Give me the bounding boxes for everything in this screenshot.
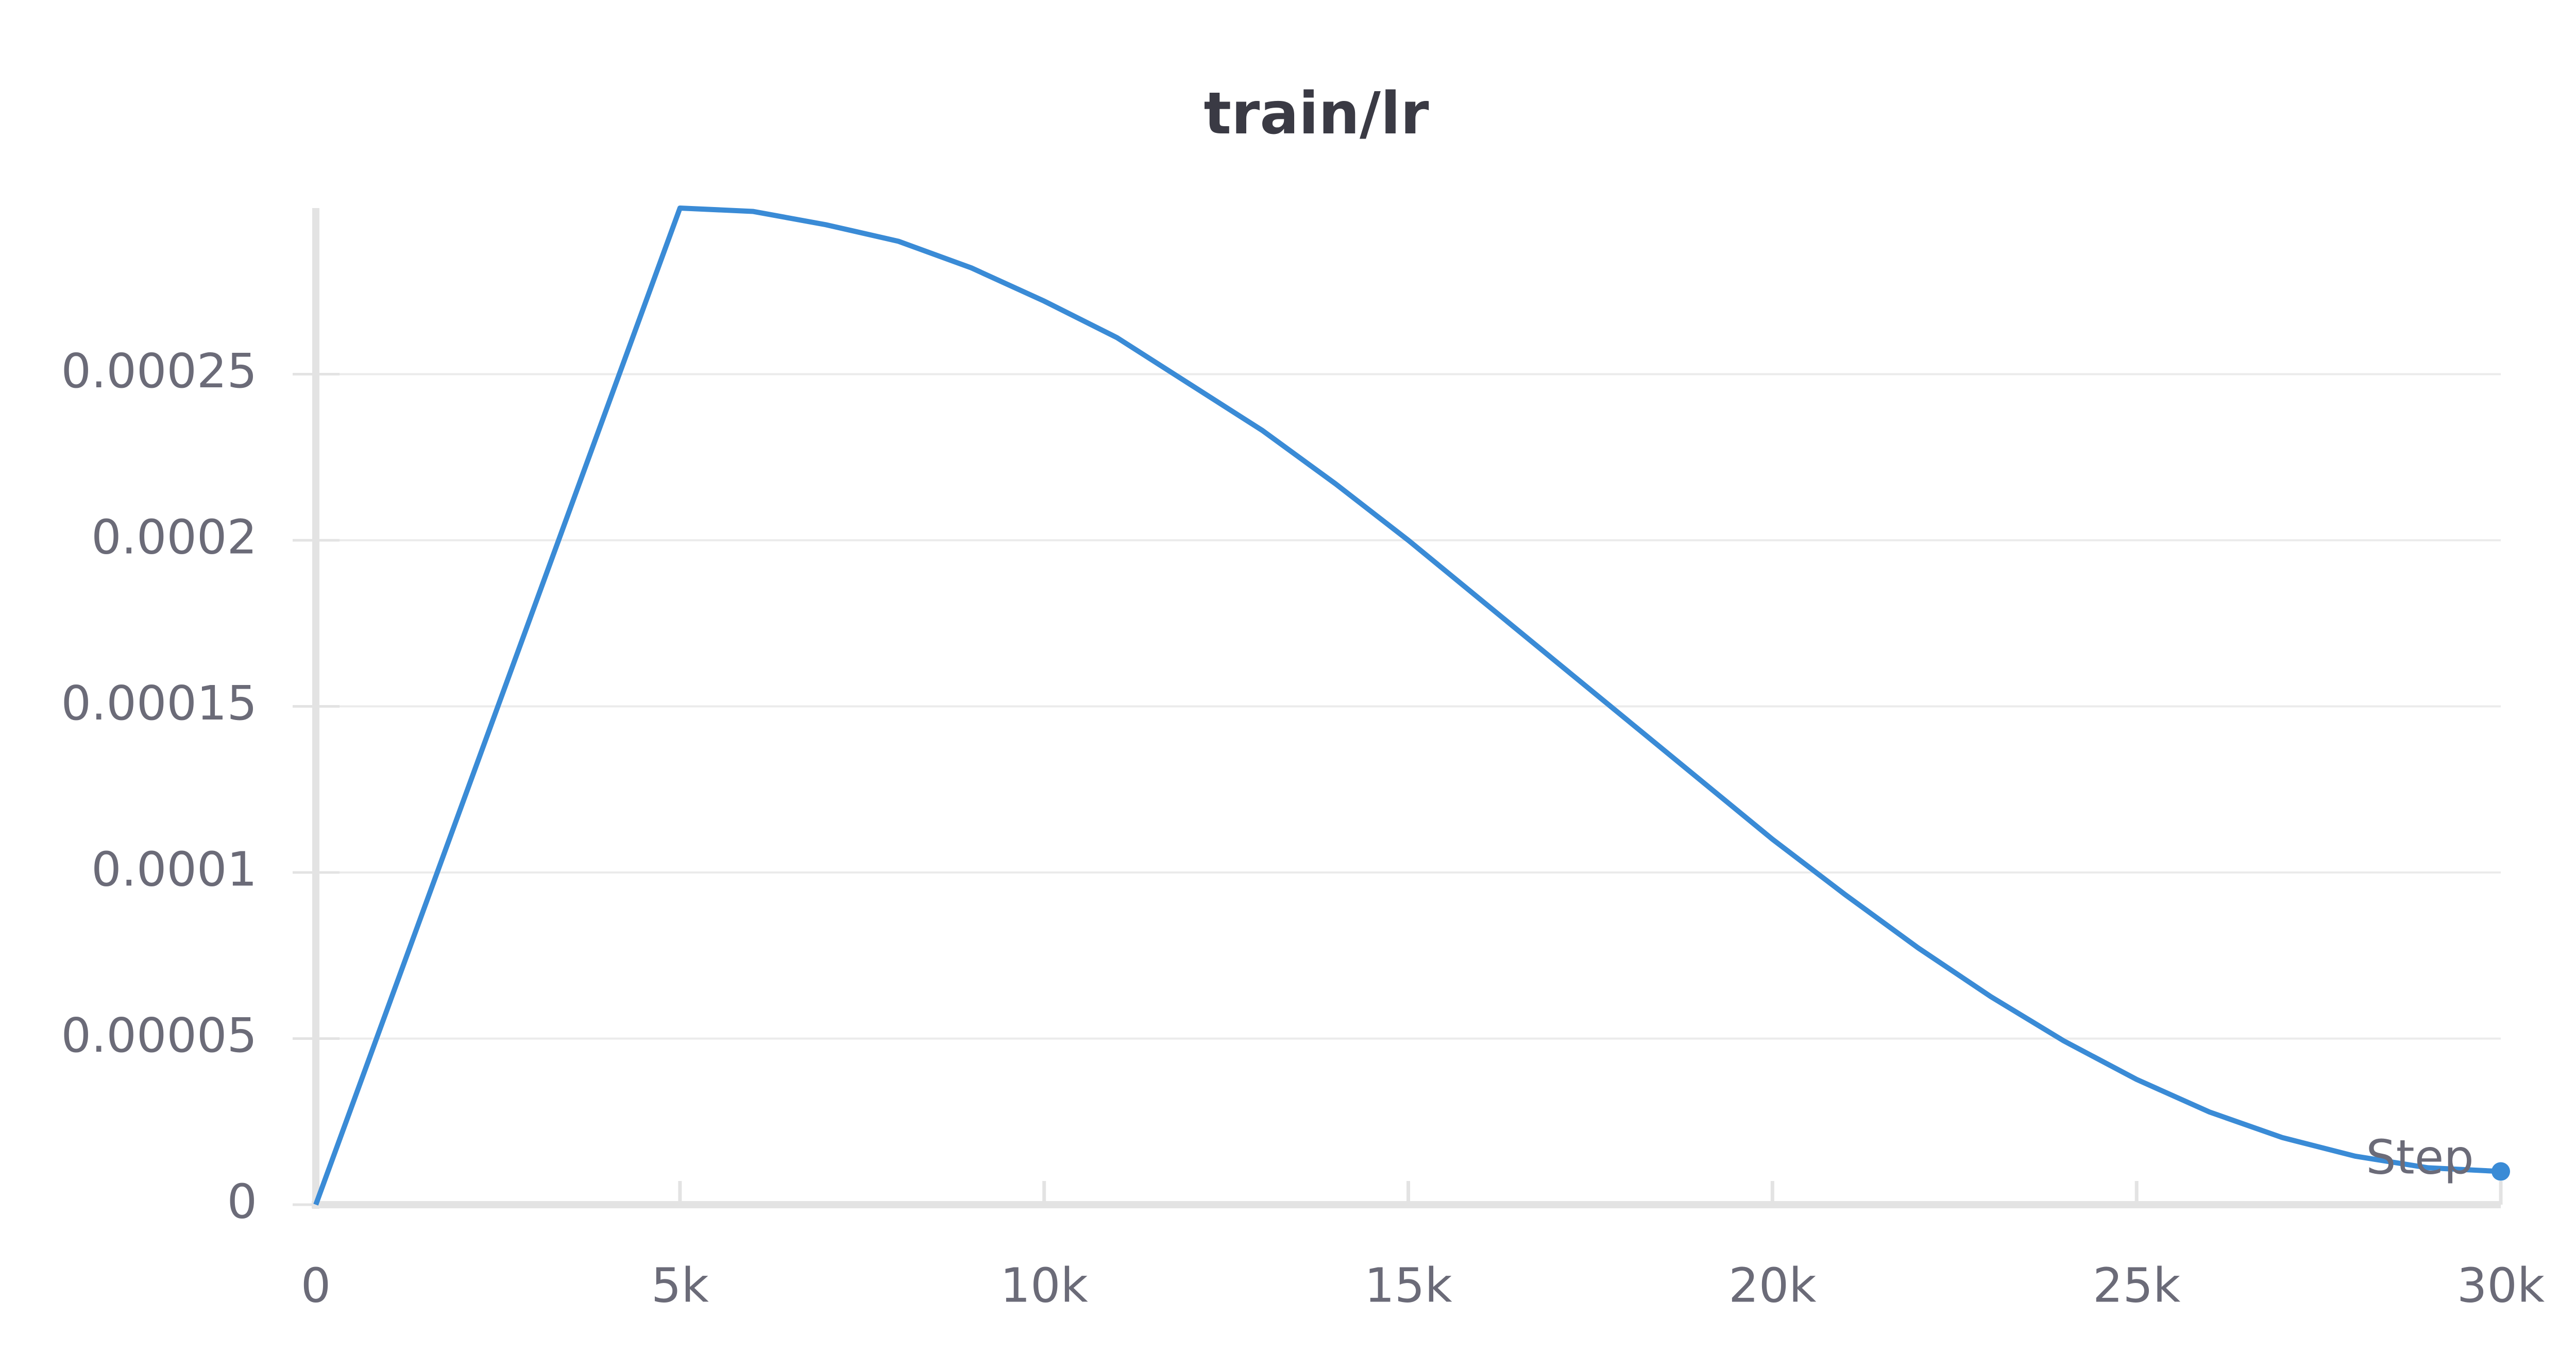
- x-tick-label: 20k: [1728, 1258, 1817, 1313]
- chart-title: train/lr: [1204, 80, 1429, 147]
- y-tick-label: 0.00015: [61, 676, 257, 731]
- x-tick-label: 15k: [1364, 1258, 1452, 1313]
- y-tick-label: 0: [227, 1174, 257, 1229]
- x-tick-label: 25k: [2093, 1258, 2181, 1313]
- y-tick-label: 0.0001: [91, 842, 257, 897]
- end-point: [2492, 1162, 2510, 1181]
- x-tick-label: 10k: [1000, 1258, 1088, 1313]
- x-tick-label: 0: [301, 1258, 331, 1313]
- x-axis-label: Step: [2366, 1129, 2473, 1185]
- x-tick-label: 30k: [2457, 1258, 2545, 1313]
- y-tick-label: 0.0002: [91, 509, 257, 564]
- line-series: [313, 206, 2501, 1206]
- x-tick-label: 5k: [651, 1258, 709, 1313]
- y-tick-label: 0.00025: [61, 344, 257, 399]
- y-tick-label: 0.00005: [61, 1008, 257, 1063]
